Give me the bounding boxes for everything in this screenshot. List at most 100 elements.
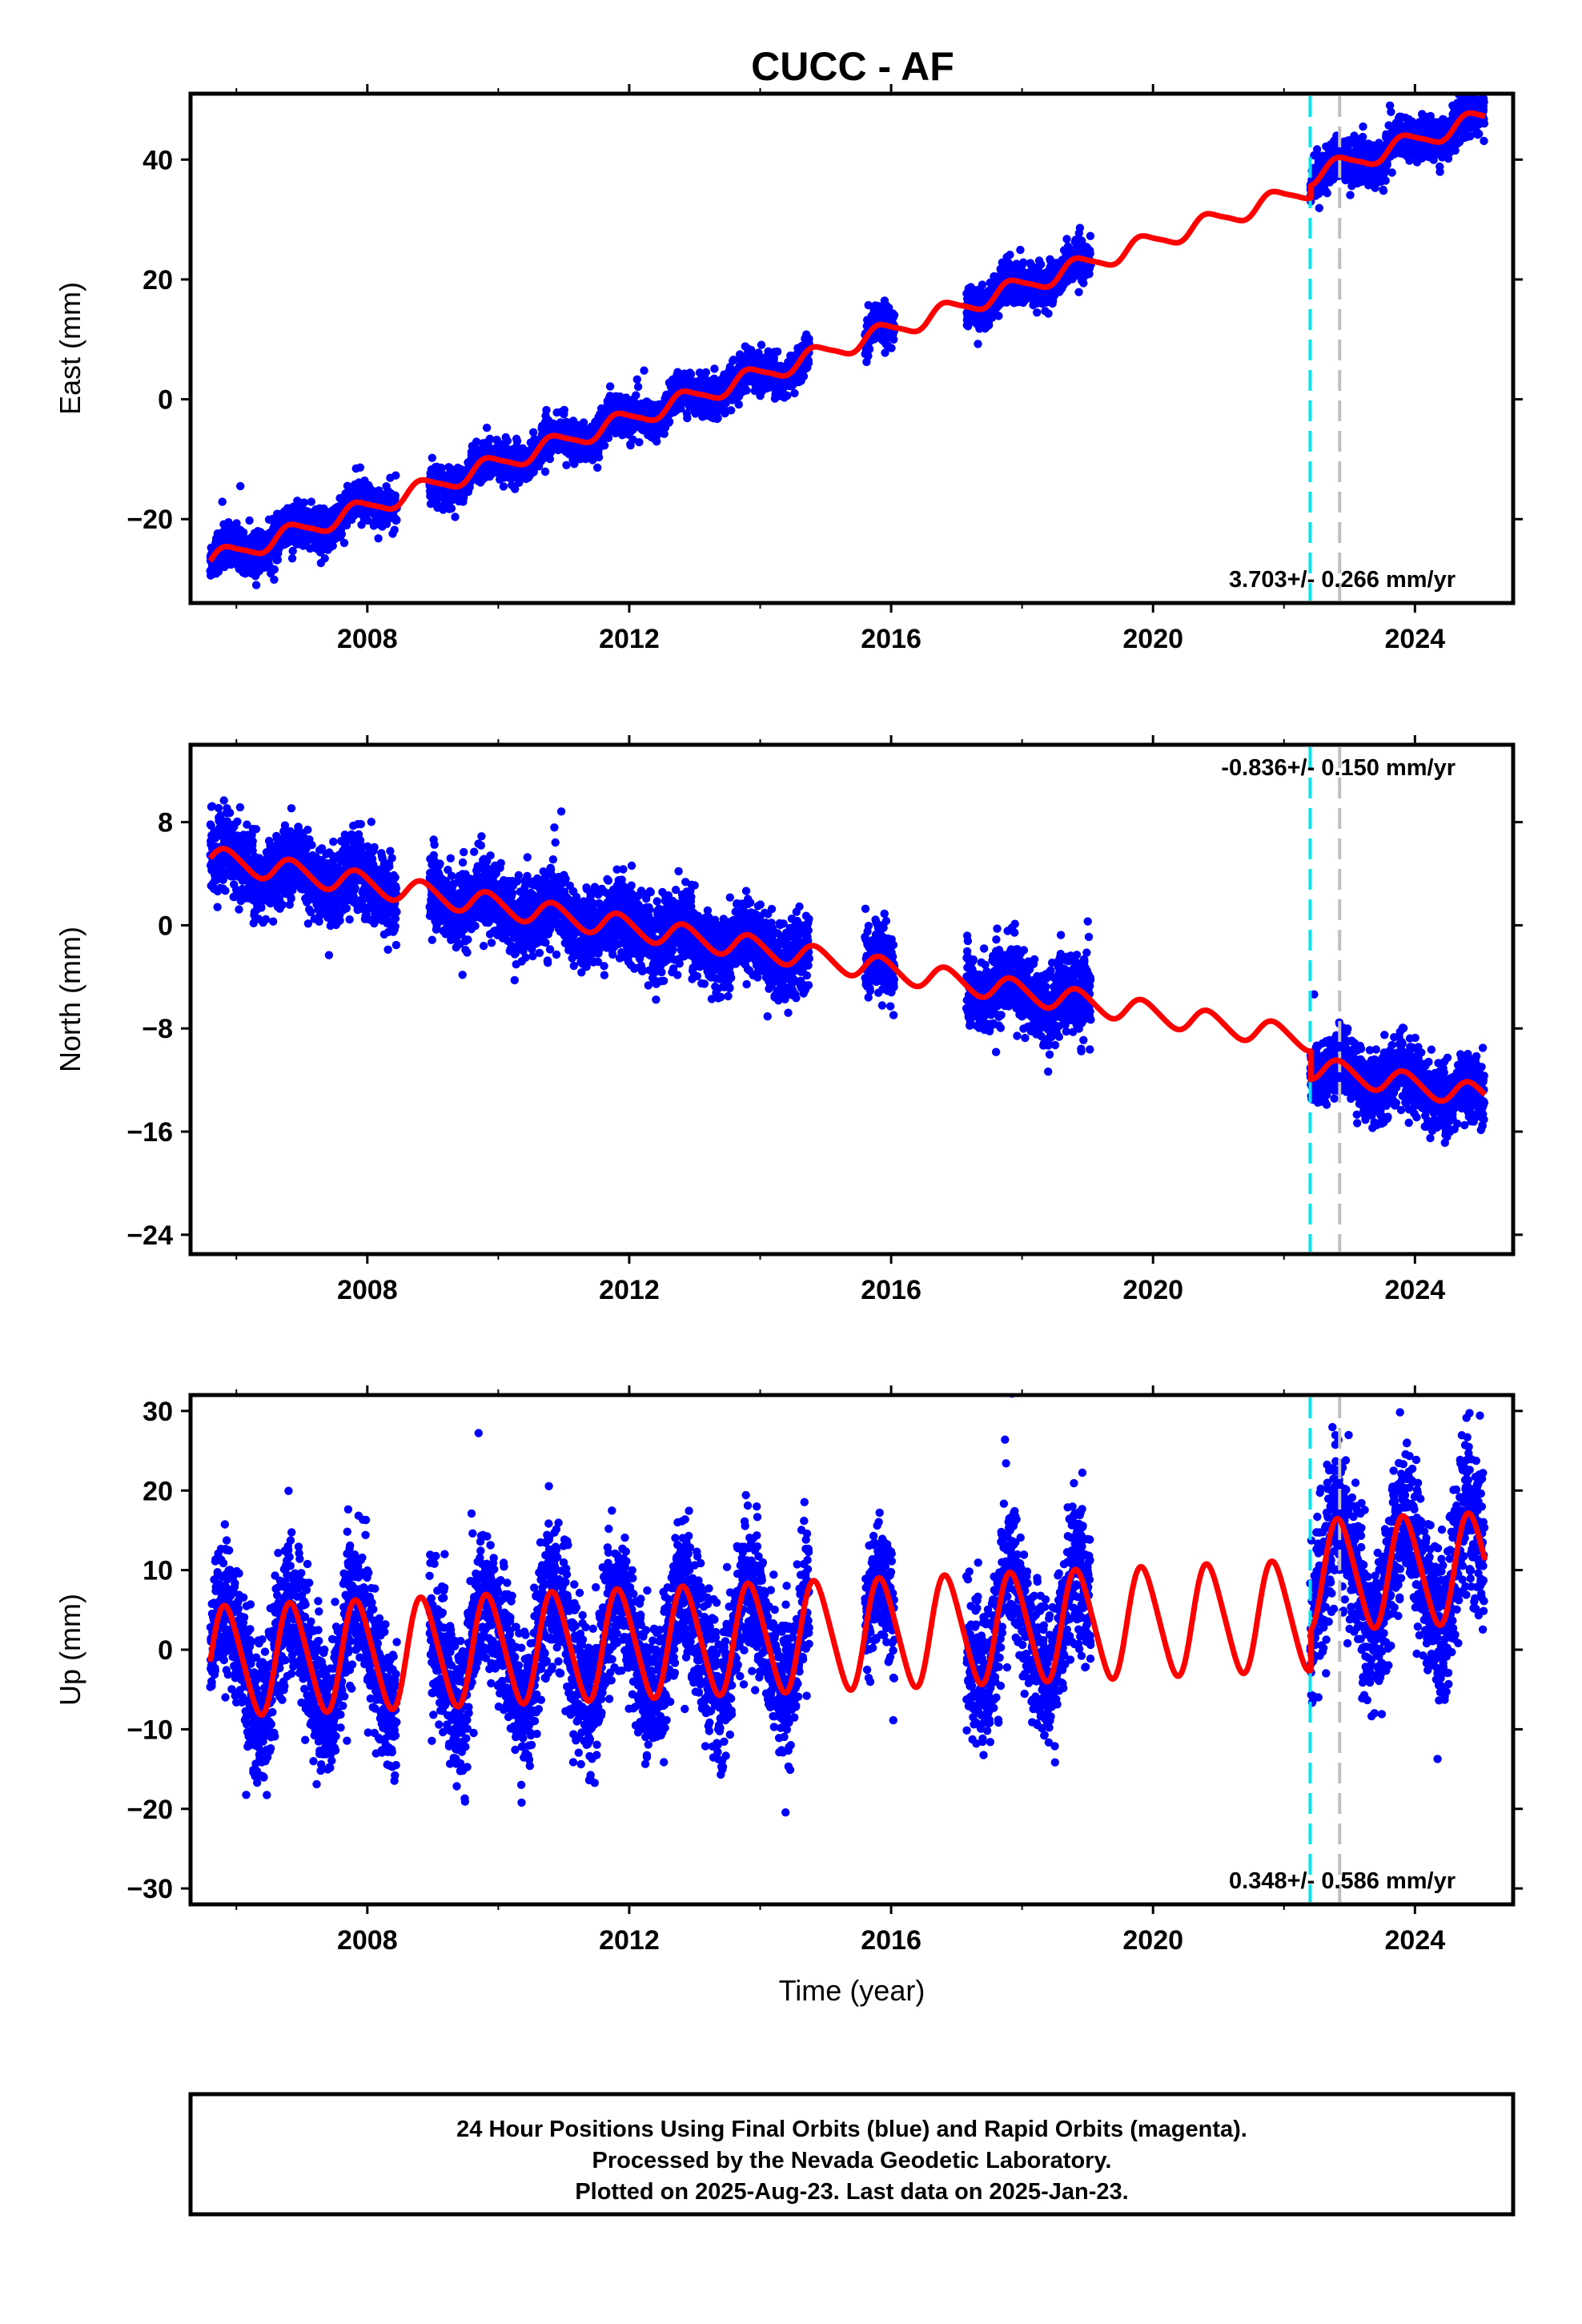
east-data-point: [889, 335, 898, 344]
east-data-point: [579, 418, 588, 427]
east-data-point: [288, 546, 297, 556]
east-data-point: [713, 414, 722, 423]
east-data-point: [287, 554, 297, 563]
east-data-point: [392, 516, 401, 525]
east-data-point: [633, 382, 643, 392]
east-data-point: [593, 463, 602, 472]
east-data-point: [865, 344, 874, 354]
east-data-point: [773, 347, 782, 356]
east-data-point: [328, 541, 337, 550]
east-data-point: [804, 359, 813, 368]
east-data-point: [734, 400, 743, 409]
east-data-point: [1075, 223, 1085, 232]
east-data-point: [1062, 235, 1071, 243]
east-data-point: [270, 575, 279, 584]
east-data-point: [236, 481, 245, 491]
east-data-point: [482, 424, 492, 432]
east-data-point: [363, 516, 372, 525]
east-data-point: [339, 538, 349, 548]
east-data-point: [245, 516, 254, 525]
east-ytick-label: −20: [126, 505, 173, 535]
east-xtick-label: 2020: [1122, 624, 1183, 654]
east-data-point: [978, 280, 987, 289]
east-data-point: [337, 529, 346, 539]
east-data-point: [600, 441, 609, 450]
east-ytick-label: 40: [143, 145, 173, 175]
east-data-point: [232, 519, 241, 528]
east-data-point: [273, 555, 283, 565]
east-data-point: [1315, 203, 1324, 212]
east-xtick-label: 2012: [599, 624, 660, 654]
east-data-point: [1033, 308, 1042, 317]
east-data-point: [485, 434, 495, 444]
east-data-point: [1006, 251, 1014, 259]
east-data-point: [727, 406, 736, 415]
east-data-point: [503, 436, 512, 445]
east-data-point: [632, 375, 641, 384]
east-data-point: [355, 463, 365, 472]
figure-title: CUCC - AF: [751, 44, 954, 89]
east-data-point: [889, 311, 899, 320]
east-data-point: [1323, 189, 1331, 198]
east-ticks: 2008 2012 2016 2020 2024 −20 0 20 40: [126, 84, 1523, 654]
east-data-point: [687, 370, 696, 379]
east-data-point: [1086, 231, 1095, 240]
east-data-point: [390, 525, 399, 534]
east-data-point: [683, 413, 692, 423]
east-data-point: [887, 344, 896, 352]
east-data-points: [206, 94, 1489, 589]
east-data-point: [1312, 145, 1322, 154]
east-data-point: [1037, 260, 1046, 269]
east-data-point: [974, 340, 982, 348]
east-data-point: [757, 340, 766, 349]
east-xtick-label: 2016: [861, 624, 921, 654]
east-data-point: [251, 581, 261, 589]
east-xtick-label: 2024: [1385, 624, 1446, 654]
east-data-point: [562, 460, 571, 469]
east-data-point: [391, 491, 400, 500]
east-data-point: [1016, 245, 1025, 255]
east-data-point: [799, 372, 809, 381]
east-ylabel: East (mm): [54, 282, 86, 415]
east-data-point: [342, 521, 351, 530]
east-data-point: [1086, 249, 1094, 258]
east-ytick-label: 20: [143, 265, 173, 296]
east-data-point: [605, 382, 615, 391]
east-data-point: [864, 352, 873, 360]
east-data-point: [451, 513, 460, 521]
east-data-point: [632, 391, 640, 400]
east-data-point: [437, 464, 446, 472]
east-data-point: [665, 417, 674, 426]
east-data-point: [710, 364, 719, 373]
east-data-point: [391, 471, 400, 480]
east-data-point: [542, 405, 551, 415]
east-data-point: [218, 497, 227, 506]
east-data-point: [742, 386, 751, 395]
east-data-point: [985, 320, 994, 330]
east-data-point: [994, 312, 1003, 320]
east-data-point: [299, 498, 309, 507]
east-data-point: [428, 453, 436, 462]
east-data-point: [512, 436, 522, 446]
east-data-point: [499, 482, 508, 491]
east-data-point: [783, 391, 792, 400]
east-data-point: [604, 433, 613, 442]
east-data-point: [270, 565, 279, 574]
east-data-point: [374, 534, 383, 543]
east-ytick-label: 0: [158, 385, 173, 416]
east-data-point: [560, 405, 568, 415]
east-data-point: [701, 368, 710, 377]
east-data-point: [214, 567, 223, 576]
east-data-point: [1044, 309, 1053, 318]
east-data-point: [447, 504, 456, 513]
east-xtick-label: 2008: [337, 624, 398, 654]
east-data-point: [540, 467, 550, 476]
east-data-point: [1019, 258, 1028, 267]
east-data-point: [307, 497, 315, 506]
east-data-point: [594, 452, 604, 462]
east-data-point: [635, 438, 644, 447]
east-data-point: [790, 388, 799, 398]
east-data-point: [1074, 287, 1083, 296]
